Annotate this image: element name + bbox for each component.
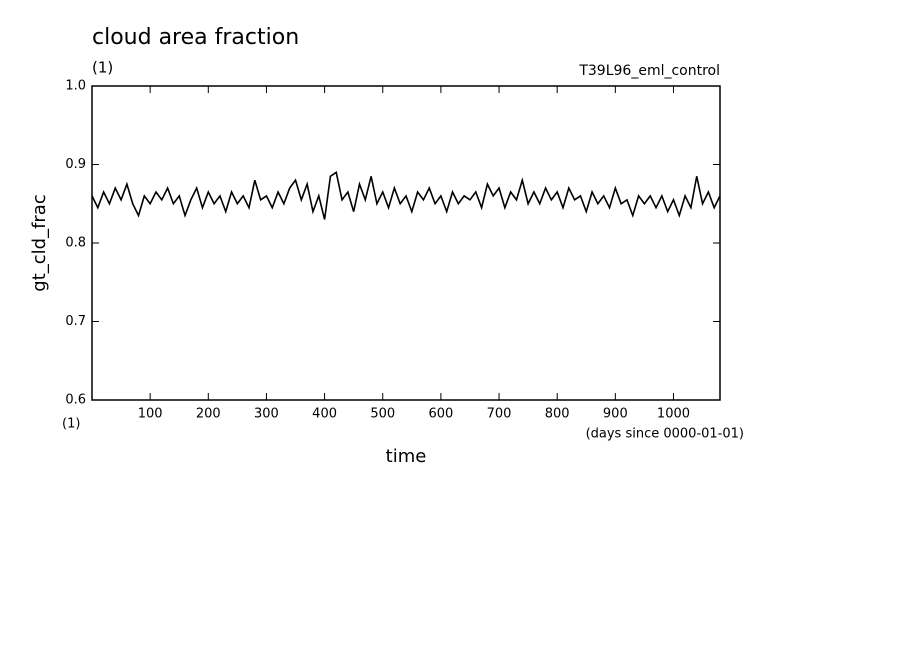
chart-title: cloud area fraction	[92, 25, 299, 50]
y-axis-title: gt_cld_frac	[29, 194, 50, 291]
experiment-label: T39L96_eml_control	[578, 63, 720, 79]
data-line	[91, 171, 721, 220]
x-tick-label: 700	[487, 407, 512, 422]
x-tick-label: 300	[254, 407, 279, 422]
plot-frame	[91, 85, 721, 401]
y-units: (1)	[92, 59, 113, 77]
x-tick-label: 800	[545, 407, 570, 422]
x-tick-label: 200	[196, 407, 221, 422]
x-tick-label: 100	[138, 407, 163, 422]
x-tick-label: 600	[428, 407, 453, 422]
x-units: (days since 0000-01-01)	[586, 427, 744, 442]
y-tick-label: 0.8	[65, 236, 86, 251]
x-tick-label: 500	[370, 407, 395, 422]
y-tick-label: 0.7	[65, 314, 86, 329]
x-tick-label: 900	[603, 407, 628, 422]
x-units-start: (1)	[62, 417, 80, 432]
y-tick-label: 1.0	[65, 79, 86, 94]
x-axis-title: time	[386, 446, 427, 467]
x-tick-label: 1000	[657, 407, 690, 422]
x-tick-label: 400	[312, 407, 337, 422]
y-tick-label: 0.9	[65, 157, 86, 172]
y-tick-label: 0.6	[65, 393, 86, 408]
